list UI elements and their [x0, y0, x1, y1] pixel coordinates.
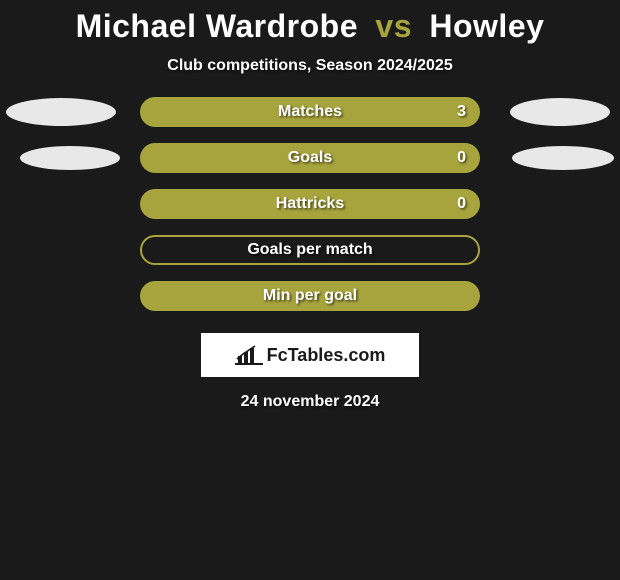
- stat-bar-goals: Goals 0: [140, 143, 480, 173]
- subtitle: Club competitions, Season 2024/2025: [167, 57, 452, 75]
- stat-row: Goals per match: [0, 235, 620, 265]
- player1-name: Michael Wardrobe: [76, 8, 358, 44]
- player2-marker-ellipse: [512, 146, 614, 170]
- stat-bar-min-per-goal: Min per goal: [140, 281, 480, 311]
- page-title: Michael Wardrobe vs Howley: [76, 8, 545, 45]
- stat-label: Matches: [140, 103, 480, 121]
- player1-marker-ellipse: [6, 98, 116, 126]
- vs-separator: vs: [375, 8, 412, 44]
- player2-marker-ellipse: [510, 98, 610, 126]
- stat-row: Matches 3: [0, 97, 620, 127]
- source-logo: FcTables.com: [201, 333, 419, 377]
- player2-name: Howley: [429, 8, 544, 44]
- player1-marker-ellipse: [20, 146, 120, 170]
- logo-text: FcTables.com: [267, 345, 386, 366]
- comparison-card: Michael Wardrobe vs Howley Club competit…: [0, 0, 620, 580]
- stat-label: Goals: [140, 149, 480, 167]
- bar-chart-icon: [235, 344, 263, 366]
- stat-value: 0: [457, 195, 466, 213]
- stat-row: Min per goal: [0, 281, 620, 311]
- stat-row: Goals 0: [0, 143, 620, 173]
- stat-bar-hattricks: Hattricks 0: [140, 189, 480, 219]
- stat-label: Hattricks: [140, 195, 480, 213]
- stat-value: 3: [457, 103, 466, 121]
- stat-bar-matches: Matches 3: [140, 97, 480, 127]
- stat-label: Min per goal: [140, 287, 480, 305]
- stat-row: Hattricks 0: [0, 189, 620, 219]
- stat-bar-goals-per-match: Goals per match: [140, 235, 480, 265]
- stat-label: Goals per match: [142, 241, 478, 259]
- snapshot-date: 24 november 2024: [241, 393, 380, 411]
- stat-value: 0: [457, 149, 466, 167]
- stats-area: Matches 3 Goals 0 Hattricks 0 Goals per …: [0, 97, 620, 311]
